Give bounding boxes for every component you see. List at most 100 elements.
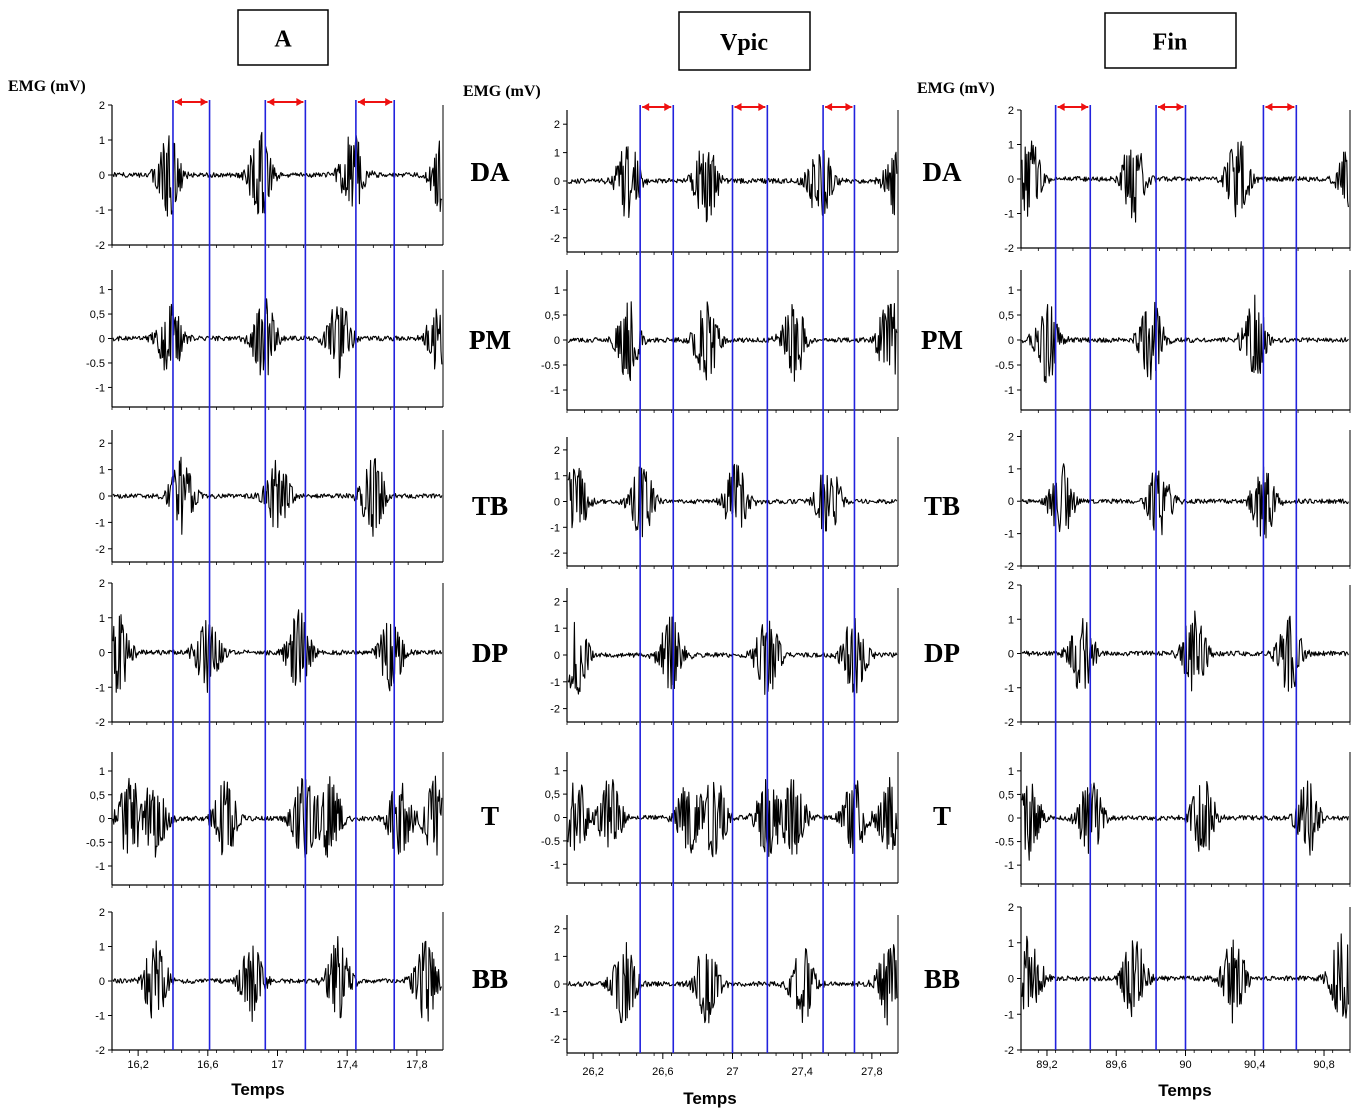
panel-dp: 2 1 0 -1 -2 DP xyxy=(472,588,899,725)
y-tick-label: 1 xyxy=(554,951,560,963)
y-tick-label: 0 xyxy=(554,497,560,509)
chart-column-3: Fin EMG (mV) 2 1 0 -1 -2 DA 1 0,5 0 -0.5 -1 PM 2 1 0 -1 -2… xyxy=(917,12,1351,1100)
y-tick-label: -1 xyxy=(95,517,105,529)
y-tick-label: -2 xyxy=(1004,243,1014,255)
y-tick-label: 2 xyxy=(554,596,560,608)
y-tick-label: 2 xyxy=(1008,580,1014,592)
y-tick-label: -2 xyxy=(1004,1045,1014,1057)
y-tick-label: 2 xyxy=(1008,902,1014,914)
muscle-label-da: DA xyxy=(923,157,962,187)
muscle-label-pm: PM xyxy=(469,325,511,355)
panel-tb: 2 1 0 -1 -2 TB xyxy=(924,430,1351,573)
phase-duration-arrow xyxy=(734,103,766,111)
y-tick-label: -0.5 xyxy=(86,837,105,849)
y-tick-label: -1 xyxy=(1004,209,1014,221)
y-tick-label: -0.5 xyxy=(541,836,560,848)
y-tick-label: -2 xyxy=(550,548,560,560)
emg-trace xyxy=(112,775,443,859)
y-tick-label: 0 xyxy=(99,976,105,988)
y-tick-label: 2 xyxy=(554,119,560,131)
panel-tb: 2 1 0 -1 -2 TB xyxy=(472,437,899,569)
muscle-label-pm: PM xyxy=(469,325,511,355)
emg-trace xyxy=(112,298,443,379)
y-tick-label: -0.5 xyxy=(541,360,560,372)
x-tick-label: 89,6 xyxy=(1106,1059,1127,1071)
y-tick-label: 1 xyxy=(1008,464,1014,476)
column-title: Vpic xyxy=(720,30,768,56)
y-tick-label: -2 xyxy=(550,1034,560,1046)
y-tick-label: -1 xyxy=(550,677,560,689)
panel-pm: 1 0,5 0 -0.5 -1 PM xyxy=(469,270,899,413)
y-tick-label: 2 xyxy=(1008,105,1014,117)
x-tick-label: 26,2 xyxy=(582,1066,603,1078)
muscle-label-dp: DP xyxy=(924,638,960,668)
panel-t: 1 0,5 0 -0.5 -1 T xyxy=(933,752,1351,887)
column-title-box xyxy=(1104,12,1237,69)
muscle-label-dp: DP xyxy=(472,638,508,668)
muscle-label-t: T xyxy=(933,801,951,831)
y-tick-label: 1 xyxy=(554,285,560,297)
emg-trace xyxy=(112,456,443,537)
y-tick-label: -2 xyxy=(550,704,560,716)
emg-trace xyxy=(112,131,443,217)
y-tick-label: 2 xyxy=(99,907,105,919)
panel-da: 2 1 0 -1 -2 DA xyxy=(923,105,1351,255)
y-tick-label: -1 xyxy=(95,1011,105,1023)
y-tick-label: 0 xyxy=(99,170,105,182)
y-tick-label: -1 xyxy=(550,1007,560,1019)
y-tick-label: -1 xyxy=(95,382,105,394)
x-tick-label: 17,4 xyxy=(336,1059,357,1071)
muscle-label-da: DA xyxy=(471,157,510,187)
muscle-label-tb: TB xyxy=(924,491,960,521)
y-tick-label: 0,5 xyxy=(545,789,560,801)
x-tick-label: 16,6 xyxy=(197,1059,218,1071)
y-tick-label: 1 xyxy=(99,942,105,954)
phase-duration-arrow xyxy=(642,103,672,111)
y-tick-label: 0,5 xyxy=(999,310,1014,322)
y-tick-label: -2 xyxy=(95,1045,105,1057)
y-tick-label: -1 xyxy=(95,205,105,217)
y-tick-label: 2 xyxy=(554,445,560,457)
panel-bb: 2 1 0 -1 -2 BB xyxy=(472,915,899,1056)
y-tick-label: 0 xyxy=(99,334,105,346)
panel-bb: 2 1 0 -1 -2 BB xyxy=(924,902,1351,1057)
y-tick-label: 0 xyxy=(99,491,105,503)
phase-duration-arrow xyxy=(825,103,853,111)
y-unit-label: EMG (mV) xyxy=(463,83,541,100)
y-tick-label: 2 xyxy=(554,924,560,936)
muscle-label-pm: PM xyxy=(921,325,963,355)
y-tick-label: 0,5 xyxy=(999,789,1014,801)
y-tick-label: -0.5 xyxy=(995,360,1014,372)
y-tick-label: 1 xyxy=(99,465,105,477)
y-tick-label: 0 xyxy=(1008,496,1014,508)
column-title-box xyxy=(237,9,329,66)
y-tick-label: -0.5 xyxy=(995,837,1014,849)
phase-duration-arrow xyxy=(357,98,393,106)
y-tick-label: 1 xyxy=(1008,140,1014,152)
y-tick-label: -2 xyxy=(1004,717,1014,729)
y-tick-label: 0,5 xyxy=(545,310,560,322)
x-tick-label: 17,8 xyxy=(406,1059,427,1071)
y-tick-label: 0 xyxy=(554,335,560,347)
y-tick-label: 1 xyxy=(99,613,105,625)
muscle-label-dp: DP xyxy=(472,638,508,668)
muscle-label-t: T xyxy=(481,801,499,831)
y-tick-label: 1 xyxy=(99,766,105,778)
muscle-label-t: T xyxy=(481,801,499,831)
muscle-label-bb: BB xyxy=(472,964,508,994)
phase-duration-arrow xyxy=(1057,103,1089,111)
y-tick-label: -1 xyxy=(550,859,560,871)
panel-da: 2 1 0 -1 -2 DA xyxy=(95,100,510,252)
x-tick-label: 90,8 xyxy=(1313,1059,1334,1071)
y-tick-label: -1 xyxy=(1004,385,1014,397)
x-tick-label: 90,4 xyxy=(1244,1059,1265,1071)
y-tick-label: 1 xyxy=(1008,938,1014,950)
column-title-box xyxy=(678,11,811,71)
y-unit-label: EMG (mV) xyxy=(917,80,995,97)
emg-trace xyxy=(112,936,443,1022)
panel-dp: 2 1 0 -1 -2 DP xyxy=(924,580,1351,729)
y-tick-label: 1 xyxy=(99,135,105,147)
x-tick-label: 17 xyxy=(271,1059,283,1071)
